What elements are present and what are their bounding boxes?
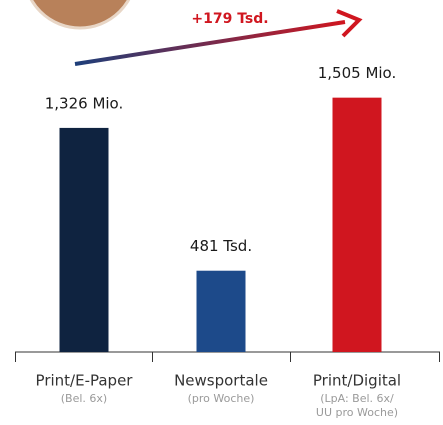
category-sublabel: (pro Woche)	[188, 392, 255, 405]
category-sublabel: UU pro Woche)	[316, 406, 398, 419]
category-label: Print/E-Paper	[36, 372, 134, 390]
category-sublabel: (LpA: Bel. 6x/	[320, 392, 394, 405]
trend-arrow	[74, 20, 346, 66]
photo	[29, 0, 131, 30]
category-label: Newsportale	[174, 372, 268, 390]
separators	[15, 352, 440, 362]
bar	[196, 270, 246, 352]
value-label: 481 Tsd.	[190, 237, 252, 255]
bar	[332, 97, 382, 352]
value-label: 1,326 Mio.	[45, 94, 124, 112]
category-label: Print/Digital	[313, 372, 401, 390]
arrow-head	[336, 9, 363, 38]
annotation: +179 Tsd.	[191, 11, 268, 27]
bar	[59, 127, 109, 352]
category-sublabel: (Bel. 6x)	[61, 392, 107, 405]
value-label: 1,505 Mio.	[318, 64, 397, 82]
